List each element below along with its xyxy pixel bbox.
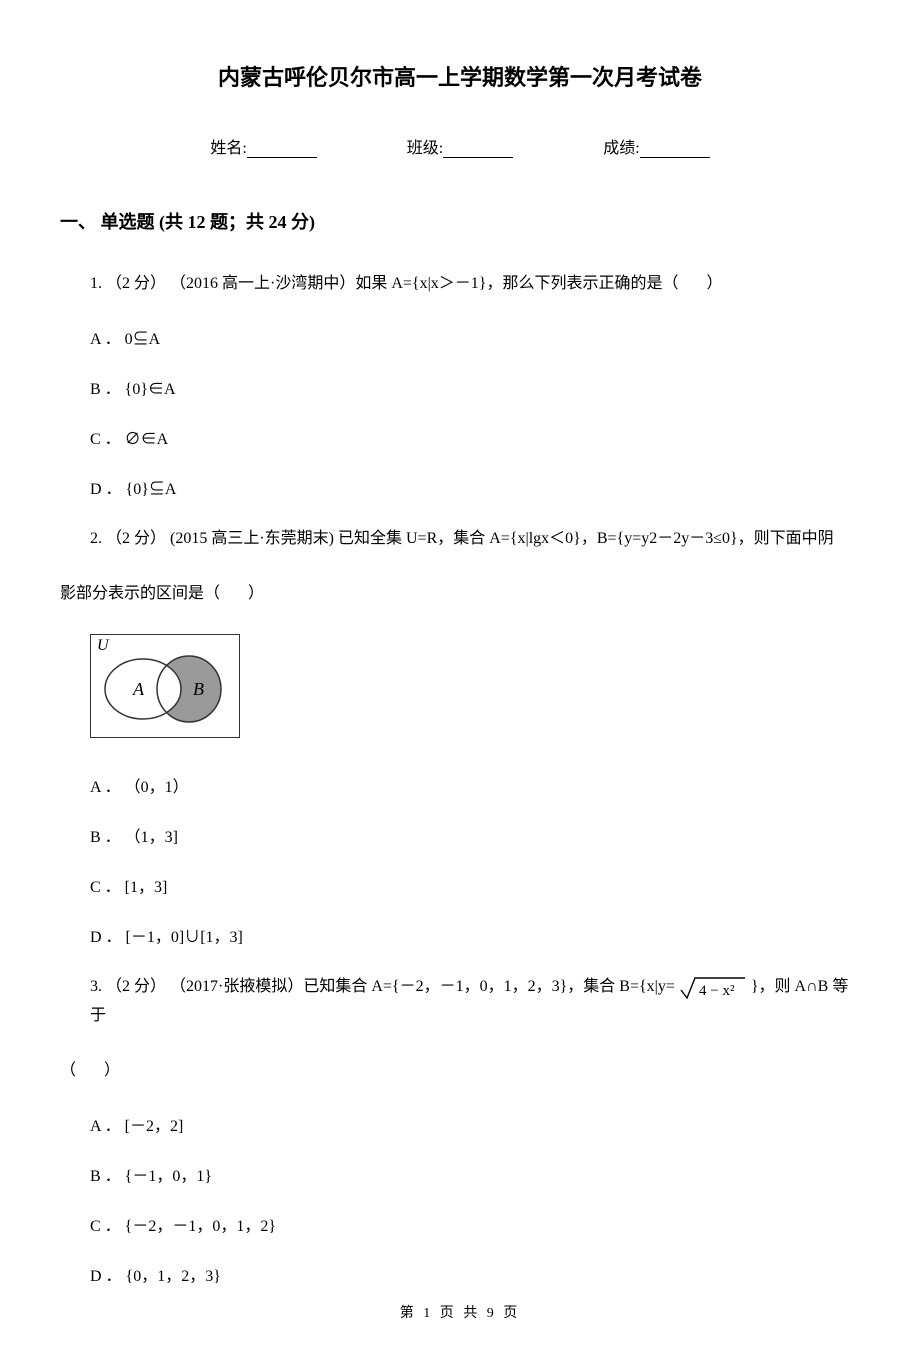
q1-option-a: A ． 0⊆A bbox=[90, 325, 860, 349]
q3-line2-suffix: ） bbox=[104, 1062, 120, 1079]
class-label: 班级: bbox=[407, 140, 443, 157]
q1-option-c: C ． ∅∈A bbox=[90, 425, 860, 449]
question-1-stem: 1. （2 分） （2016 高一上·沙湾期中）如果 A={x|x＞－1}，那么… bbox=[90, 270, 860, 299]
question-2-stem-line1: 2. （2 分） (2015 高三上·东莞期末) 已知全集 U=R，集合 A={… bbox=[90, 525, 860, 554]
name-blank bbox=[247, 157, 317, 158]
sqrt-inner: 4 − x² bbox=[699, 983, 735, 999]
q3-prefix: 3. （2 分） （2017·张掖模拟）已知集合 A={－2，－1，0，1，2，… bbox=[90, 978, 679, 995]
question-2-stem-line2: 影部分表示的区间是（ ） bbox=[60, 580, 860, 609]
q3-option-d: D ． {0，1，2，3} bbox=[90, 1262, 860, 1286]
page-footer: 第 1 页 共 9 页 bbox=[0, 1302, 920, 1322]
q1-text-prefix: 1. （2 分） （2016 高一上·沙湾期中）如果 A={x|x＞－1}，那么… bbox=[90, 275, 678, 292]
student-info-row: 姓名: 班级: 成绩: bbox=[60, 134, 860, 158]
name-label: 姓名: bbox=[210, 140, 246, 157]
sqrt-expression: 4 − x² bbox=[679, 973, 747, 1002]
q1-option-d: D ． {0}⊆A bbox=[90, 475, 860, 499]
venn-b-label: B bbox=[193, 679, 204, 699]
q2-line2-prefix: 影部分表示的区间是（ bbox=[60, 585, 220, 602]
q2-option-a: A ． （0，1） bbox=[90, 773, 860, 797]
q2-option-b: B ． （1，3] bbox=[90, 823, 860, 847]
venn-a-label: A bbox=[132, 679, 145, 699]
venn-u-label: U bbox=[97, 637, 109, 655]
q2-option-d: D ． [－1，0]∪[1，3] bbox=[90, 923, 860, 947]
venn-svg: A B bbox=[91, 635, 239, 737]
score-field: 成绩: bbox=[603, 134, 709, 158]
q1-option-b: B ． {0}∈A bbox=[90, 375, 860, 399]
section-header: 一、 单选题 (共 12 题；共 24 分) bbox=[60, 208, 860, 234]
score-blank bbox=[640, 157, 710, 158]
exam-title: 内蒙古呼伦贝尔市高一上学期数学第一次月考试卷 bbox=[60, 60, 860, 92]
q2-option-c: C ． [1，3] bbox=[90, 873, 860, 897]
question-3-stem-line1: 3. （2 分） （2017·张掖模拟）已知集合 A={－2，－1，0，1，2，… bbox=[90, 973, 860, 1031]
score-label: 成绩: bbox=[603, 140, 639, 157]
q3-line2-prefix: （ bbox=[60, 1062, 76, 1079]
venn-diagram: U A B bbox=[90, 634, 240, 738]
q3-option-a: A ． [－2，2] bbox=[90, 1112, 860, 1136]
q1-text-suffix: ） bbox=[706, 275, 722, 292]
q3-option-b: B ． {－1，0，1} bbox=[90, 1162, 860, 1186]
q2-line2-suffix: ） bbox=[248, 585, 264, 602]
q3-option-c: C ． {－2，－1，0，1，2} bbox=[90, 1212, 860, 1236]
name-field: 姓名: bbox=[210, 134, 316, 158]
question-3-stem-line2: （） bbox=[60, 1057, 860, 1086]
class-field: 班级: bbox=[407, 134, 513, 158]
class-blank bbox=[443, 157, 513, 158]
